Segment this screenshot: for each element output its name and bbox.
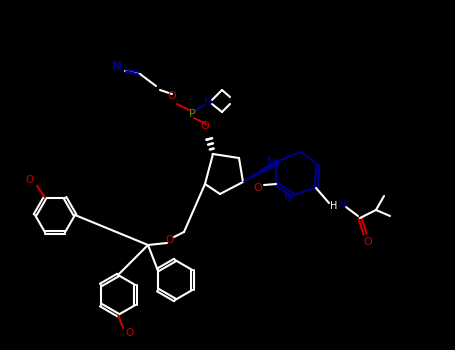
Text: N: N xyxy=(204,97,212,107)
Polygon shape xyxy=(243,160,279,182)
Text: N: N xyxy=(112,61,122,74)
Text: O: O xyxy=(201,121,209,131)
Text: O: O xyxy=(253,183,263,193)
Text: N: N xyxy=(284,194,292,204)
Text: H: H xyxy=(330,201,338,211)
Text: P: P xyxy=(189,109,195,119)
Text: N: N xyxy=(338,200,346,210)
Text: O: O xyxy=(364,237,372,247)
Text: O: O xyxy=(166,235,174,245)
Text: O: O xyxy=(167,91,177,101)
Text: O: O xyxy=(26,175,34,185)
Text: O: O xyxy=(126,328,134,338)
Text: N: N xyxy=(267,157,275,167)
